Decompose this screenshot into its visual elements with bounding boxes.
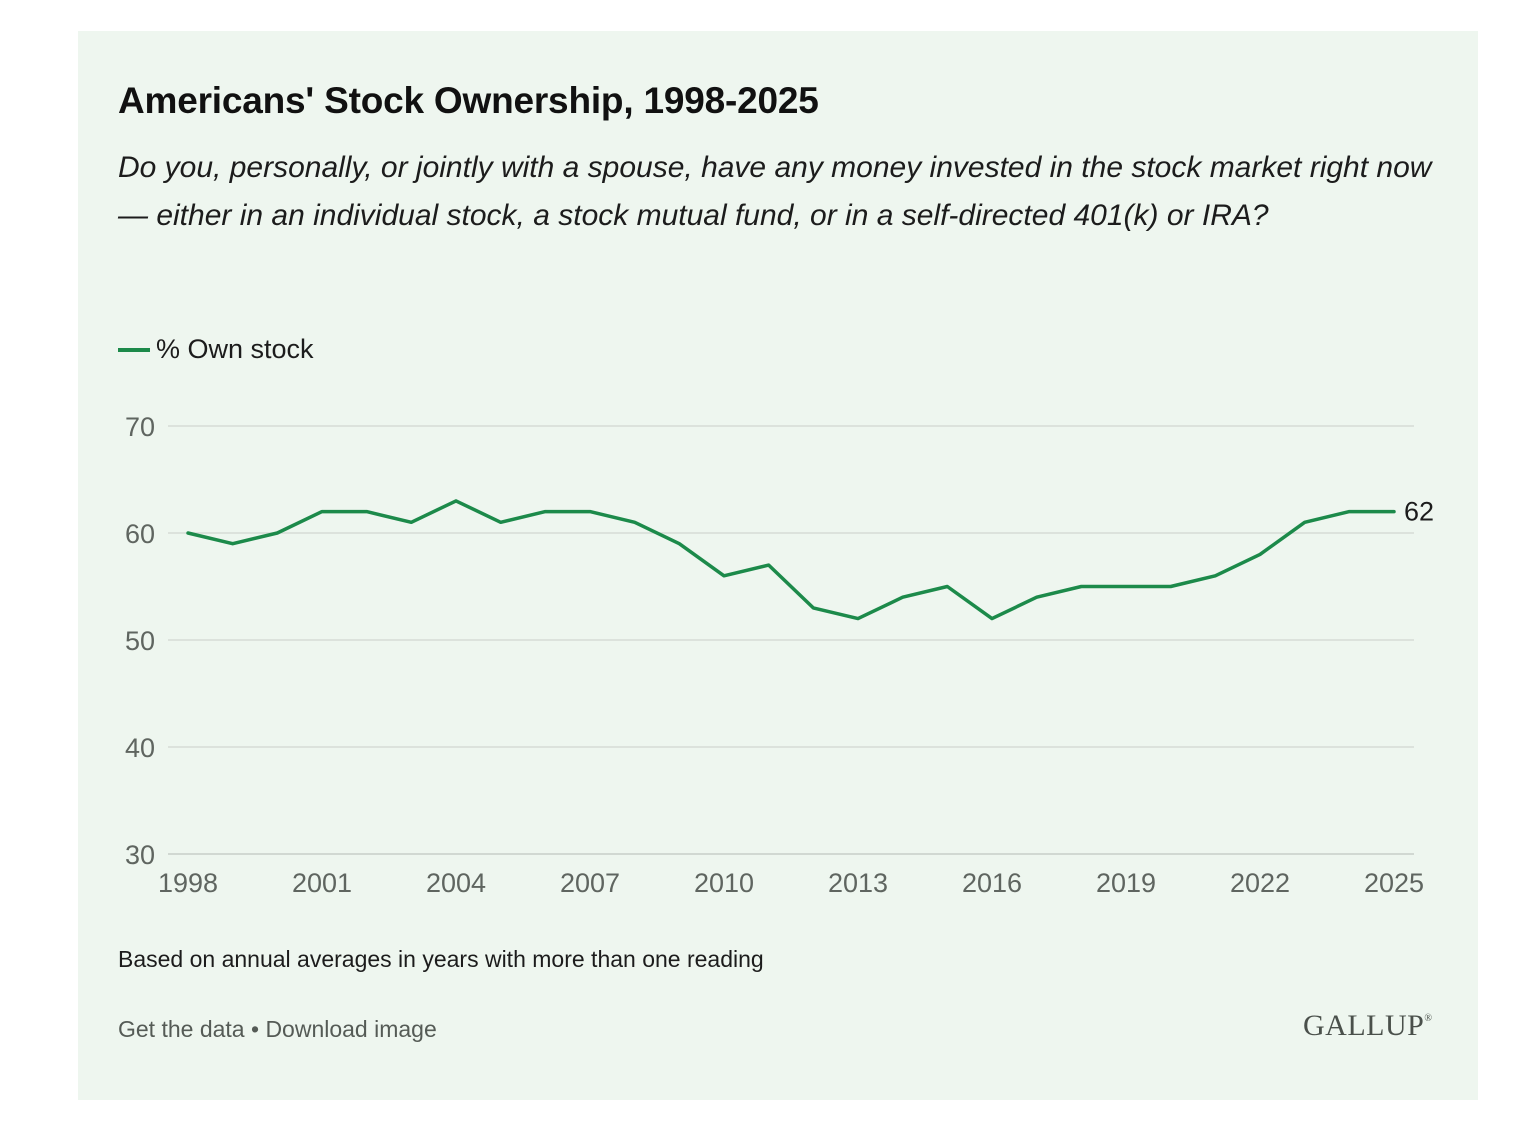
legend-line-swatch	[118, 347, 150, 352]
get-data-link[interactable]: Get the data	[118, 1016, 245, 1042]
footer-links: Get the data • Download image	[118, 1016, 437, 1043]
chart-subtitle: Do you, personally, or jointly with a sp…	[118, 151, 1432, 232]
x-tick-label: 2007	[560, 868, 620, 898]
series-line-own-stock	[186, 499, 1396, 621]
x-tick-label: 2025	[1364, 868, 1424, 898]
x-tick-label: 1998	[158, 868, 218, 898]
end-value-label: 62	[1404, 497, 1434, 527]
x-tick-label: 2010	[694, 868, 754, 898]
legend-label: % Own stock	[156, 334, 314, 364]
y-tick-label: 40	[125, 733, 155, 763]
gallup-logo-text: GALLUP	[1303, 1009, 1425, 1042]
x-tick-label: 2004	[426, 868, 486, 898]
chart-note: Based on annual averages in years with m…	[118, 946, 764, 972]
y-tick-label: 30	[125, 840, 155, 870]
x-tick-label: 2016	[962, 868, 1022, 898]
x-tick-label: 2022	[1230, 868, 1290, 898]
gallup-logo: GALLUP®	[1303, 1009, 1433, 1042]
download-image-link[interactable]: Download image	[265, 1016, 437, 1042]
chart-title: Americans' Stock Ownership, 1998-2025	[118, 80, 819, 121]
y-tick-label: 70	[125, 412, 155, 442]
x-tick-label: 2001	[292, 868, 352, 898]
legend: % Own stock	[118, 334, 314, 365]
x-tick-label: 2013	[828, 868, 888, 898]
y-tick-label: 60	[125, 519, 155, 549]
chart-card	[78, 31, 1478, 1100]
x-tick-label: 2019	[1096, 868, 1156, 898]
footer-separator: •	[244, 1016, 266, 1042]
y-tick-label: 50	[125, 626, 155, 656]
